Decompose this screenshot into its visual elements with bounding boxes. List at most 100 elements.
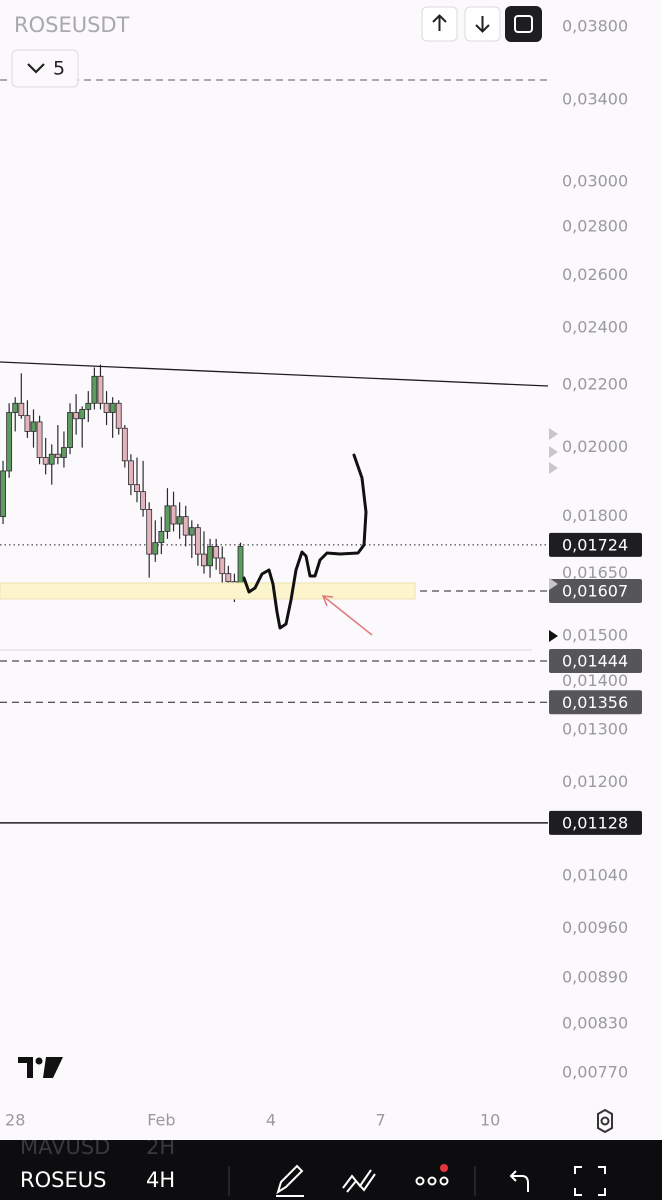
- y-tick-label: 0,01650: [562, 563, 628, 582]
- candle-body: [54, 453, 61, 458]
- candle-body: [0, 470, 6, 518]
- up-icon: [432, 14, 447, 31]
- y-tick-label: 0,02400: [562, 318, 628, 337]
- zone: [0, 582, 416, 600]
- symbol-clip: ROSEUS: [20, 1168, 106, 1192]
- candle-body: [73, 412, 80, 420]
- price-axis: 0,03800 0,03400 0,03000 0,02800 0,02600 0,024…: [549, 17, 642, 1082]
- pattern-icon[interactable]: [342, 1169, 376, 1193]
- x-tick-label: 10: [480, 1111, 500, 1130]
- candle-body: [67, 412, 73, 449]
- candle-body: [48, 453, 55, 465]
- candle-body: [146, 509, 153, 555]
- settings-icon[interactable]: [597, 1108, 613, 1134]
- candle-body: [85, 402, 92, 410]
- candle-body: [158, 530, 165, 544]
- x-tick-label: Feb: [147, 1111, 175, 1130]
- marker: [549, 630, 558, 642]
- toggle-button[interactable]: [505, 6, 542, 42]
- y-tick-label: 0,02800: [562, 217, 628, 236]
- price-label: 0,01444: [562, 652, 628, 671]
- candle-body: [91, 375, 98, 404]
- marker: [549, 462, 558, 474]
- candle-body: [140, 491, 146, 510]
- candle-body: [128, 460, 134, 486]
- y-tick-label: 0,01300: [562, 719, 628, 738]
- y-tick-label: 0,02200: [562, 375, 628, 394]
- price-label-box: [549, 532, 642, 557]
- candle-body: [18, 402, 25, 417]
- candle-body: [225, 573, 232, 583]
- bottom-bar: [0, 1140, 662, 1200]
- candle-body: [61, 447, 67, 458]
- fullscreen-icon[interactable]: [574, 1166, 606, 1196]
- y-tick-label: 0,01800: [562, 506, 628, 525]
- undo-icon[interactable]: [509, 1170, 529, 1192]
- ghost-symbol: MAVUSD: [20, 1135, 110, 1159]
- candle-body: [79, 409, 86, 420]
- price-label-box: [549, 649, 642, 674]
- y-tick-label: 0,00960: [562, 918, 628, 937]
- price-label: 0,01128: [562, 813, 628, 832]
- ghost-clip: 2H: [146, 1135, 175, 1159]
- candle-body: [103, 402, 110, 413]
- y-tick-label: 0,00890: [562, 968, 628, 987]
- candle-body: [134, 484, 140, 493]
- x-tick-label: 28: [5, 1111, 25, 1130]
- bottom-interval[interactable]: 4H: [146, 1168, 175, 1192]
- y-tick-label: 0,01400: [562, 671, 628, 690]
- plot-area: [0, 364, 548, 824]
- y-tick-label: 0,01500: [562, 626, 628, 645]
- toggle-icon: [514, 15, 533, 33]
- y-tick-label: 0,03400: [562, 89, 628, 108]
- interval-value[interactable]: 5: [53, 58, 65, 80]
- x-tick-label: 4: [266, 1111, 276, 1130]
- candle-body: [170, 505, 177, 525]
- ghost-clip: MAVUSD: [20, 1135, 110, 1159]
- price-label: 0,01356: [562, 693, 628, 712]
- price-label: 0,01607: [562, 581, 628, 600]
- candle-body: [152, 542, 159, 555]
- settings-icon-center: [600, 1116, 610, 1126]
- candle-body: [194, 527, 201, 555]
- candle-body: [115, 402, 122, 429]
- trend-line: [0, 361, 549, 387]
- more-icon: [427, 1176, 437, 1186]
- ghost-interval: 2H: [146, 1135, 175, 1159]
- y-tick-label: 0,02000: [562, 437, 628, 456]
- bottom-symbol[interactable]: ROSEUS: [20, 1168, 106, 1192]
- logo-dot: [35, 1057, 43, 1065]
- arrow-head: [321, 595, 334, 607]
- candle-body: [24, 415, 31, 432]
- freehand-drawing: [242, 453, 368, 630]
- y-tick-label: 0,00830: [562, 1013, 628, 1032]
- time-axis: 28 Feb 4 7 10: [5, 1111, 500, 1130]
- candle-body: [30, 421, 37, 432]
- marker: [549, 428, 558, 440]
- logo: [18, 1057, 63, 1078]
- candle-body: [97, 375, 104, 404]
- x-tick-label: 7: [375, 1111, 385, 1130]
- candle-body: [109, 402, 116, 413]
- candle-body: [36, 421, 43, 458]
- symbol: ROSEUSDT: [14, 13, 130, 37]
- interval-button[interactable]: [11, 49, 79, 88]
- more-icon[interactable]: [415, 1176, 425, 1186]
- candle-body: [6, 412, 13, 472]
- y-tick-label: 0,02600: [562, 265, 628, 284]
- arrow: [322, 595, 373, 636]
- draw-icon[interactable]: [276, 1164, 304, 1197]
- candle-body: [182, 516, 189, 536]
- candle-body: [219, 557, 226, 575]
- down-icon: [475, 16, 490, 33]
- y-tick-label: 0,01200: [562, 772, 628, 791]
- candle-body: [213, 546, 220, 559]
- more-icon: [439, 1176, 449, 1186]
- candle-body: [12, 402, 19, 413]
- candle-body: [42, 457, 49, 465]
- y-tick-label: 0,00770: [562, 1063, 628, 1082]
- y-tick-label: 0,03800: [562, 17, 628, 36]
- candle-body: [176, 516, 183, 525]
- price-label-box: [549, 578, 642, 603]
- marker: [549, 578, 558, 590]
